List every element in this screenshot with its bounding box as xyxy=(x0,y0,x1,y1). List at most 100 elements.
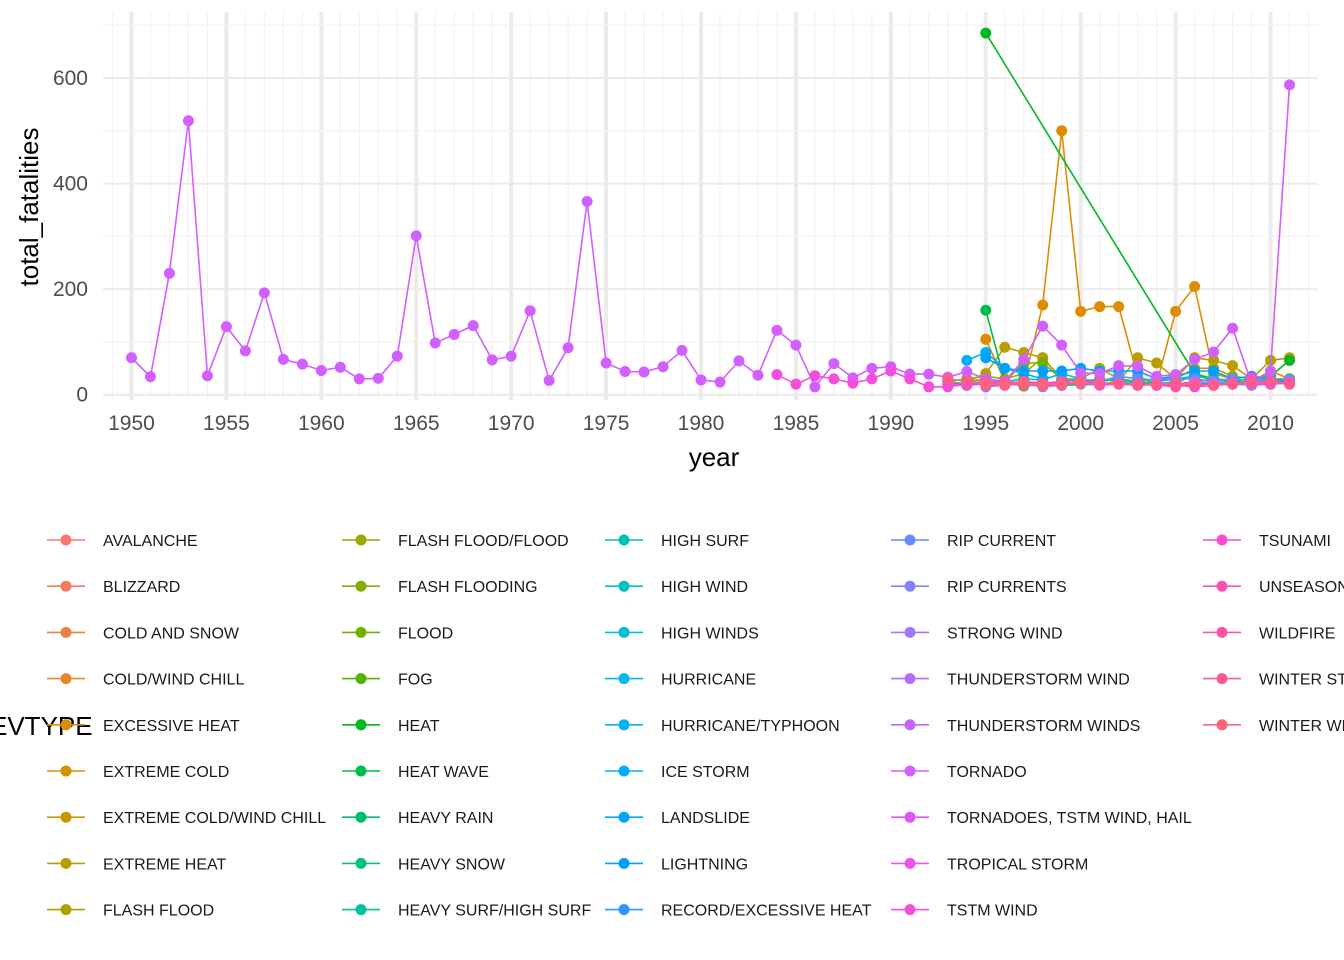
data-point xyxy=(961,354,973,366)
legend-label: THUNDERSTORM WINDS xyxy=(947,718,1140,735)
legend-item: BLIZZARD xyxy=(47,579,180,596)
data-point xyxy=(1227,360,1239,372)
data-point xyxy=(220,321,232,333)
data-point xyxy=(1151,378,1163,390)
data-point xyxy=(1284,354,1296,366)
legend-key-point xyxy=(904,719,916,731)
legend-item: FOG xyxy=(342,672,433,689)
legend-item: HEAVY SURF/HIGH SURF xyxy=(342,903,591,920)
x-tick-label: 1980 xyxy=(678,412,725,435)
data-point xyxy=(429,337,441,349)
legend-label: WINTER WEATHER xyxy=(1259,718,1344,735)
legend-item: LIGHTNING xyxy=(605,856,748,873)
data-point xyxy=(1094,368,1106,380)
legend-label: HEAVY RAIN xyxy=(398,810,493,827)
data-point xyxy=(980,333,992,345)
legend-key-point xyxy=(618,904,630,916)
data-point xyxy=(467,320,479,332)
legend-key-point xyxy=(1216,673,1228,685)
data-point xyxy=(1227,378,1239,390)
data-point xyxy=(125,352,137,364)
y-tick-label: 400 xyxy=(53,173,88,196)
data-point xyxy=(1037,357,1049,369)
legend-key-point xyxy=(618,857,630,869)
legend-label: TORNADOES, TSTM WIND, HAIL xyxy=(947,810,1192,827)
data-point xyxy=(1037,365,1049,377)
x-tick-label: 2000 xyxy=(1057,412,1104,435)
data-point xyxy=(1208,365,1220,377)
x-tick-label: 1960 xyxy=(298,412,345,435)
legend-label: UNSEASONABLY WARM xyxy=(1259,579,1344,596)
legend-item: COLD/WIND CHILL xyxy=(47,672,244,689)
data-point xyxy=(334,361,346,373)
legend: AVALANCHE BLIZZARD COLD AND SNOW COLD/WIND … xyxy=(47,533,1344,920)
legend-key-point xyxy=(618,580,630,592)
x-tick-label: 2010 xyxy=(1247,412,1294,435)
data-point xyxy=(562,342,574,354)
legend-key-point xyxy=(355,811,367,823)
data-point xyxy=(1113,360,1125,372)
legend-item: FLASH FLOODING xyxy=(342,579,538,596)
x-tick-label: 1985 xyxy=(773,412,820,435)
legend-label: FLOOD xyxy=(398,625,453,642)
legend-item: HEAVY RAIN xyxy=(342,810,493,827)
legend-key-point xyxy=(355,673,367,685)
legend-key-point xyxy=(60,904,72,916)
data-point xyxy=(771,369,783,381)
data-point xyxy=(1170,305,1182,317)
legend-key-point xyxy=(60,719,72,731)
data-point xyxy=(1284,378,1296,390)
legend-label: EXTREME HEAT xyxy=(103,856,227,873)
legend-key-point xyxy=(60,626,72,638)
data-point xyxy=(961,365,973,377)
data-point xyxy=(201,370,213,382)
legend-item: TSTM WIND xyxy=(891,903,1038,920)
data-point xyxy=(1132,352,1144,364)
data-point xyxy=(1056,125,1068,137)
x-tick-label: 1995 xyxy=(962,412,1009,435)
legend-label: EXTREME COLD xyxy=(103,764,229,781)
data-point xyxy=(676,344,688,356)
legend-label: HURRICANE xyxy=(661,672,756,689)
series-tornado xyxy=(125,79,1296,393)
data-point xyxy=(961,376,973,388)
legend-label: HEAVY SNOW xyxy=(398,856,506,873)
x-axis-title: year xyxy=(689,442,740,472)
data-point xyxy=(315,364,327,376)
legend-key-point xyxy=(618,719,630,731)
data-point xyxy=(600,357,612,369)
data-point xyxy=(733,355,745,367)
legend-label: LANDSLIDE xyxy=(661,810,750,827)
legend-key-point xyxy=(1216,626,1228,638)
data-point xyxy=(1189,353,1201,365)
legend-item: HIGH WINDS xyxy=(605,625,759,642)
legend-key-point xyxy=(60,811,72,823)
data-point xyxy=(505,350,517,362)
data-point xyxy=(999,378,1011,390)
data-point xyxy=(581,196,593,208)
legend-item: EXCESSIVE HEAT xyxy=(47,718,240,735)
legend-item: HEAT WAVE xyxy=(342,764,489,781)
legend-item: WILDFIRE xyxy=(1203,625,1335,642)
legend-label: FLASH FLOOD/FLOOD xyxy=(398,533,569,550)
legend-label: EXCESSIVE HEAT xyxy=(103,718,240,735)
legend-label: WINTER STORM xyxy=(1259,672,1344,689)
data-point xyxy=(1018,365,1030,377)
legend-label: HEAT WAVE xyxy=(398,764,489,781)
legend-key-point xyxy=(355,534,367,546)
legend-key-point xyxy=(904,626,916,638)
legend-key-point xyxy=(1216,580,1228,592)
data-point xyxy=(999,341,1011,353)
legend-item: EXTREME COLD/WIND CHILL xyxy=(47,810,326,827)
legend-key-point xyxy=(904,857,916,869)
y-tick-label: 0 xyxy=(76,384,88,407)
data-point xyxy=(866,362,878,374)
legend-item: FLASH FLOOD xyxy=(47,903,214,920)
legend-item: THUNDERSTORM WIND xyxy=(891,672,1130,689)
x-axis-ticks: 1950 1955 1960 1965 1970 1975 1980 1985 1990 1995… xyxy=(108,412,1294,435)
data-point xyxy=(1151,370,1163,382)
legend-item: TORNADOES, TSTM WIND, HAIL xyxy=(891,810,1192,827)
legend-item: HEAVY SNOW xyxy=(342,856,506,873)
data-point xyxy=(1056,365,1068,377)
legend-item: TSUNAMI xyxy=(1203,533,1331,550)
